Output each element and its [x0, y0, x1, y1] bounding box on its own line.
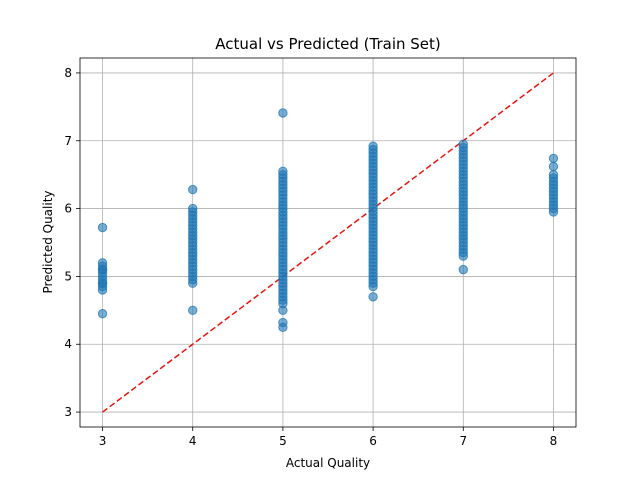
data-point — [278, 305, 288, 316]
data-point — [548, 161, 559, 172]
y-axis-label: Predicted Quality — [41, 190, 55, 293]
data-point — [97, 264, 108, 275]
data-point — [278, 108, 288, 118]
plot-frame — [79, 57, 577, 428]
data-point — [368, 292, 378, 302]
reference-line — [102, 72, 554, 413]
x-tick-label: 7 — [459, 434, 467, 448]
y-tick-label: 8 — [64, 66, 72, 80]
x-tick-label: 3 — [99, 434, 107, 448]
x-tick-label: 8 — [550, 434, 558, 448]
x-axis-label: Actual Quality — [286, 456, 370, 470]
x-tick-label: 5 — [279, 434, 287, 448]
data-point — [188, 305, 198, 316]
data-point — [548, 169, 559, 180]
data-point — [188, 203, 198, 214]
data-point — [97, 309, 108, 319]
x-tick-label: 4 — [189, 434, 197, 448]
data-point — [458, 139, 468, 149]
data-point — [458, 264, 468, 275]
chart-title: Actual vs Predicted (Train Set) — [215, 35, 441, 53]
ticks-group: 3 4 5 6 7 8 3 4 5 6 7 8 — [64, 66, 557, 448]
y-tick-label: 3 — [64, 405, 72, 419]
y-tick-label: 4 — [64, 337, 72, 351]
y-tick-label: 7 — [64, 134, 72, 148]
data-point — [97, 222, 108, 233]
x-tick-label: 6 — [369, 434, 377, 448]
y-tick-label: 5 — [64, 269, 72, 283]
data-point — [278, 317, 288, 328]
y-tick-label: 6 — [64, 202, 72, 216]
data-point — [368, 141, 378, 151]
data-point — [97, 278, 108, 288]
reference-line-group — [102, 72, 554, 413]
data-point — [188, 184, 198, 195]
points-group — [97, 108, 559, 332]
data-point — [278, 166, 288, 176]
data-point — [548, 153, 559, 164]
